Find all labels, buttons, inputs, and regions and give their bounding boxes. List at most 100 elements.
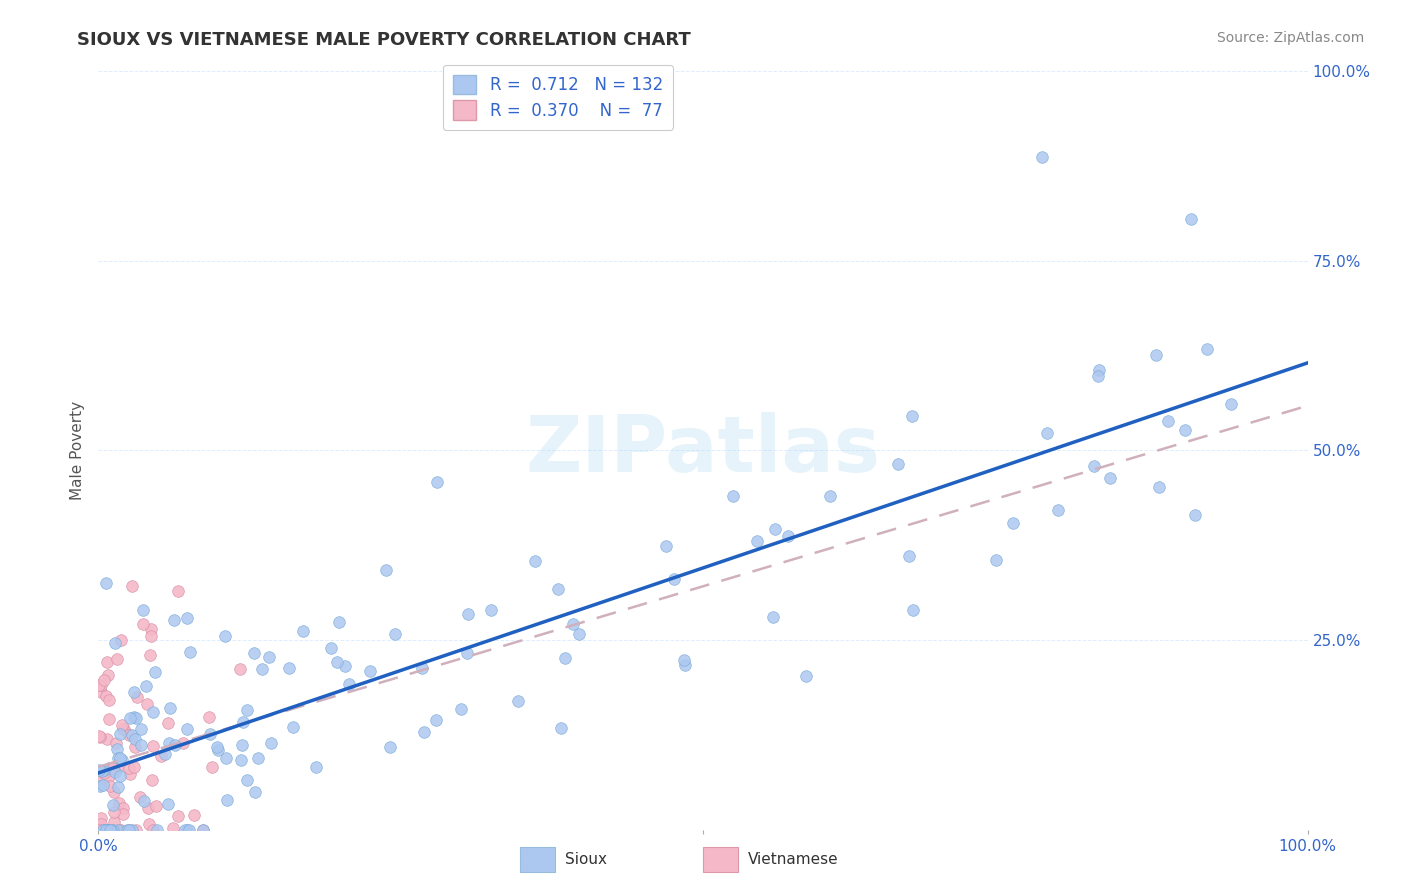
Point: [426, 475, 449, 489]
Point: [236, 704, 259, 718]
Point: [108, 796, 131, 810]
Point: [506, 694, 529, 708]
Point: [191, 822, 214, 837]
Point: [142, 705, 165, 719]
Point: [87, 678, 110, 692]
Point: [198, 727, 221, 741]
Point: [125, 711, 148, 725]
Point: [87, 729, 110, 743]
Point: [163, 613, 186, 627]
Point: [118, 822, 141, 837]
Point: [229, 753, 252, 767]
Point: [108, 727, 131, 741]
Point: [568, 626, 591, 640]
Point: [326, 656, 349, 670]
Point: [129, 738, 152, 752]
Point: [1180, 211, 1202, 226]
Point: [110, 753, 132, 767]
Point: [547, 582, 569, 596]
Point: [378, 739, 401, 754]
Point: [118, 761, 141, 775]
Point: [112, 722, 135, 736]
Point: [167, 808, 190, 822]
Point: [97, 712, 120, 726]
Point: [242, 646, 264, 660]
Point: [281, 720, 304, 734]
Point: [108, 769, 131, 783]
Point: [984, 553, 1007, 567]
Point: [554, 650, 576, 665]
Point: [197, 710, 219, 724]
Text: Sioux: Sioux: [565, 853, 607, 867]
Point: [94, 822, 117, 837]
Point: [98, 761, 121, 775]
Point: [97, 822, 120, 837]
Point: [90, 685, 112, 699]
Point: [89, 822, 111, 837]
Y-axis label: Male Poverty: Male Poverty: [70, 401, 86, 500]
Point: [159, 701, 181, 715]
Point: [132, 794, 155, 808]
Point: [101, 797, 124, 812]
Point: [897, 549, 920, 563]
Point: [176, 611, 198, 625]
Point: [90, 764, 112, 778]
Point: [1087, 369, 1109, 384]
Point: [156, 716, 179, 731]
Point: [138, 648, 160, 662]
Point: [157, 797, 180, 812]
Point: [121, 728, 143, 742]
Point: [177, 822, 200, 837]
Point: [89, 780, 111, 794]
Point: [159, 736, 181, 750]
Point: [250, 663, 273, 677]
Point: [425, 714, 447, 728]
Point: [101, 761, 124, 775]
Point: [384, 627, 406, 641]
Point: [167, 584, 190, 599]
Point: [207, 743, 229, 757]
Point: [153, 747, 176, 761]
Point: [93, 763, 115, 777]
Point: [110, 822, 132, 837]
Point: [108, 751, 131, 765]
Point: [328, 615, 350, 629]
Point: [176, 822, 198, 837]
Point: [90, 817, 112, 831]
Legend: R =  0.712   N = 132, R =  0.370    N =  77: R = 0.712 N = 132, R = 0.370 N = 77: [443, 64, 673, 129]
Point: [1184, 508, 1206, 523]
Point: [214, 628, 236, 642]
Point: [457, 607, 479, 621]
Point: [91, 822, 114, 837]
Point: [1036, 426, 1059, 441]
Point: [1098, 471, 1121, 485]
Point: [121, 822, 143, 837]
Point: [228, 663, 250, 677]
Point: [124, 739, 146, 754]
Point: [901, 603, 924, 617]
Point: [89, 774, 111, 789]
Point: [655, 539, 678, 553]
Point: [456, 646, 478, 660]
Point: [117, 822, 139, 837]
Point: [111, 807, 134, 822]
Point: [479, 603, 502, 617]
Point: [94, 575, 117, 590]
Point: [763, 522, 786, 536]
Point: [1195, 343, 1218, 357]
Point: [1144, 349, 1167, 363]
Point: [87, 822, 110, 837]
Point: [778, 529, 800, 543]
Point: [673, 653, 696, 667]
Point: [818, 489, 841, 503]
Point: [150, 749, 173, 764]
Point: [292, 624, 315, 639]
Point: [107, 822, 129, 837]
Point: [183, 807, 205, 822]
Point: [411, 660, 433, 674]
Point: [179, 645, 201, 659]
Point: [91, 822, 114, 837]
Point: [1174, 423, 1197, 437]
Point: [231, 739, 253, 753]
Point: [136, 800, 159, 814]
